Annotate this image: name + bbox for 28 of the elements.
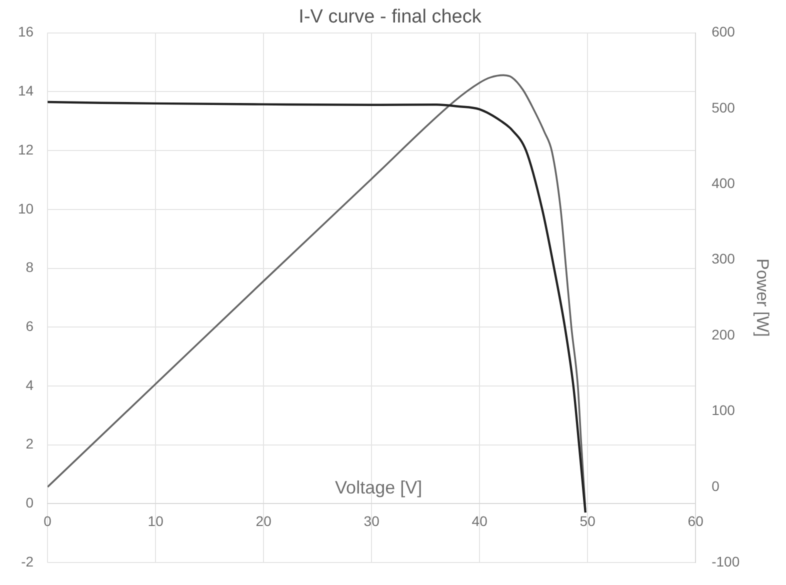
y2-tick-label: 600	[712, 24, 736, 40]
y2-tick-label: 500	[712, 99, 736, 116]
y-tick-label: 6	[26, 318, 34, 334]
y2-tick-label: 300	[712, 250, 736, 267]
y-tick-label: 2	[26, 436, 34, 452]
y-tick-label: 0	[26, 494, 34, 511]
x-axis-title: Voltage [V]	[335, 478, 422, 498]
x-tick-label: 50	[580, 512, 596, 529]
y-tick-label: 14	[18, 82, 34, 99]
y-tick-label: 8	[26, 259, 34, 276]
y-tick-label: 4	[26, 376, 34, 393]
x-tick-label: 10	[148, 512, 164, 529]
x-tick-label: 20	[256, 512, 272, 529]
y-tick-label: 12	[18, 141, 34, 158]
y2-tick-label: 100	[712, 402, 736, 418]
y-tick-label: 10	[18, 200, 34, 216]
y-tick-label: -2	[21, 553, 34, 570]
y2-tick-label: 0	[712, 478, 720, 494]
x-tick-label: 0	[44, 512, 52, 529]
x-tick-label: 30	[364, 512, 380, 529]
y-tick-label: 16	[18, 24, 34, 40]
y2-tick-label: -100	[712, 553, 740, 570]
y2-axis-title: Power [W]	[753, 258, 772, 337]
y2-tick-label: 400	[712, 175, 736, 192]
x-tick-label: 40	[472, 512, 488, 529]
x-tick-label: 60	[688, 512, 704, 529]
y2-tick-label: 200	[712, 326, 736, 342]
chart-title: I-V curve - final check	[298, 6, 482, 28]
